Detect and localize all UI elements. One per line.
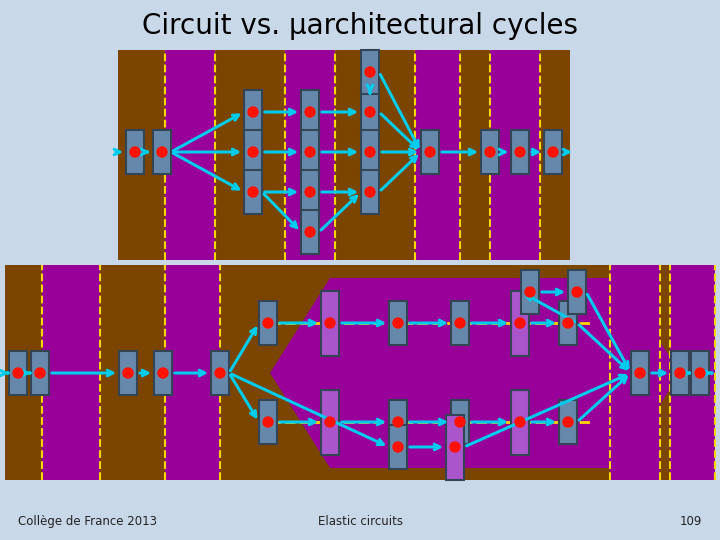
Circle shape [123, 368, 133, 378]
Circle shape [263, 318, 273, 328]
Bar [153, 130, 171, 174]
Circle shape [572, 287, 582, 297]
Bar [451, 301, 469, 345]
Bar [389, 301, 407, 345]
Circle shape [263, 417, 273, 427]
Bar [361, 90, 379, 134]
Text: 109: 109 [680, 515, 702, 528]
Circle shape [515, 318, 525, 328]
Bar [544, 130, 562, 174]
Text: Elastic circuits: Elastic circuits [318, 515, 402, 528]
Circle shape [455, 417, 465, 427]
Bar [446, 415, 464, 480]
Circle shape [675, 368, 685, 378]
Circle shape [130, 147, 140, 157]
Bar [670, 265, 715, 480]
Bar [244, 170, 262, 214]
Bar [244, 130, 262, 174]
Bar [559, 301, 577, 345]
Circle shape [305, 107, 315, 117]
Bar [521, 270, 539, 314]
Bar [361, 50, 379, 94]
Bar [691, 351, 709, 395]
Circle shape [325, 417, 335, 427]
Bar [31, 351, 49, 395]
Circle shape [248, 187, 258, 197]
Circle shape [305, 147, 315, 157]
Bar [42, 265, 100, 480]
Circle shape [365, 187, 375, 197]
Bar [481, 130, 499, 174]
Bar [568, 270, 586, 314]
Bar [9, 351, 27, 395]
Bar [490, 50, 540, 260]
Circle shape [305, 227, 315, 237]
Bar [511, 389, 529, 455]
Circle shape [365, 107, 375, 117]
Bar [610, 265, 660, 480]
Bar [301, 210, 319, 254]
Bar [165, 265, 220, 480]
Bar [154, 351, 172, 395]
Bar [285, 50, 335, 260]
Bar [126, 130, 144, 174]
Circle shape [305, 187, 315, 197]
Bar [165, 50, 215, 260]
Circle shape [515, 417, 525, 427]
Text: Collège de France 2013: Collège de France 2013 [18, 515, 157, 528]
Circle shape [248, 147, 258, 157]
Circle shape [393, 318, 403, 328]
Bar [321, 291, 339, 355]
Bar [451, 400, 469, 444]
Bar [415, 50, 460, 260]
Circle shape [563, 417, 573, 427]
Circle shape [563, 318, 573, 328]
Circle shape [365, 147, 375, 157]
Bar [389, 400, 407, 444]
Bar [119, 351, 137, 395]
Circle shape [525, 287, 535, 297]
Circle shape [393, 417, 403, 427]
Circle shape [158, 368, 168, 378]
Bar [559, 400, 577, 444]
Bar [421, 130, 439, 174]
Text: Circuit vs. µarchitectural cycles: Circuit vs. µarchitectural cycles [142, 12, 578, 40]
Circle shape [450, 442, 460, 452]
Bar [321, 389, 339, 455]
Circle shape [548, 147, 558, 157]
Circle shape [635, 368, 645, 378]
Bar [301, 90, 319, 134]
Bar [301, 130, 319, 174]
Bar [301, 170, 319, 214]
Bar [511, 130, 529, 174]
Circle shape [325, 318, 335, 328]
Bar [5, 265, 715, 480]
Bar [259, 400, 277, 444]
Circle shape [425, 147, 435, 157]
Bar [631, 351, 649, 395]
Bar [511, 291, 529, 355]
Circle shape [455, 318, 465, 328]
Circle shape [157, 147, 167, 157]
Circle shape [13, 368, 23, 378]
Circle shape [35, 368, 45, 378]
Circle shape [485, 147, 495, 157]
Bar [244, 90, 262, 134]
Circle shape [215, 368, 225, 378]
Circle shape [695, 368, 705, 378]
Bar [259, 301, 277, 345]
Bar [671, 351, 689, 395]
Circle shape [515, 147, 525, 157]
Bar [211, 351, 229, 395]
Bar [118, 50, 570, 260]
Polygon shape [270, 278, 680, 468]
Circle shape [393, 442, 403, 452]
Bar [361, 170, 379, 214]
Circle shape [248, 107, 258, 117]
Circle shape [365, 67, 375, 77]
Bar [361, 130, 379, 174]
Bar [389, 425, 407, 469]
